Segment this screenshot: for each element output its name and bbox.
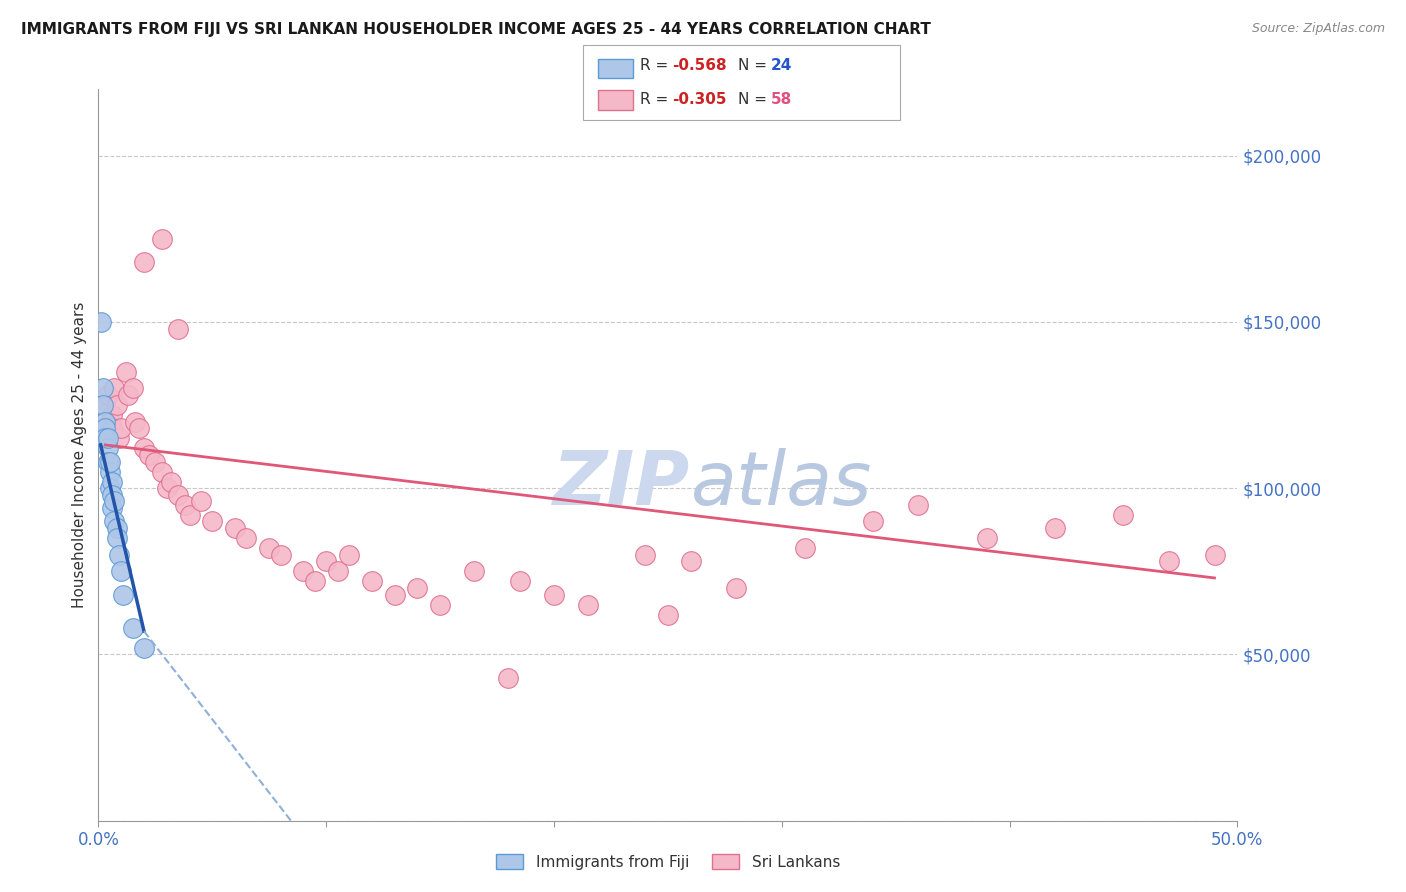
Point [976, 531, 998, 545]
Text: N =: N = [738, 92, 772, 106]
Point [174, 498, 197, 512]
Point [657, 607, 679, 622]
Text: IMMIGRANTS FROM FIJI VS SRI LANKAN HOUSEHOLDER INCOME AGES 25 - 44 YEARS CORRELA: IMMIGRANTS FROM FIJI VS SRI LANKAN HOUSE… [21, 22, 931, 37]
Point [112, 588, 135, 602]
Point [103, 494, 125, 508]
Point [132, 640, 155, 655]
Point [101, 408, 124, 422]
Point [235, 531, 257, 545]
Point [463, 564, 485, 578]
Point [98, 481, 121, 495]
Point [543, 588, 565, 602]
Point [94, 415, 117, 429]
Point [1157, 554, 1180, 568]
Point [98, 465, 121, 479]
Point [315, 554, 337, 568]
Text: ZIP: ZIP [554, 448, 690, 521]
Point [167, 321, 190, 335]
Text: -0.568: -0.568 [672, 58, 727, 72]
Point [292, 564, 315, 578]
Point [98, 454, 121, 468]
Text: atlas: atlas [690, 448, 872, 520]
Point [156, 481, 179, 495]
Text: 58: 58 [770, 92, 792, 106]
Point [725, 581, 748, 595]
Point [96, 454, 118, 468]
Point [96, 442, 118, 456]
Point [304, 574, 326, 589]
Point [110, 421, 132, 435]
Point [121, 621, 143, 635]
Point [429, 598, 451, 612]
Point [110, 564, 132, 578]
Point [114, 365, 136, 379]
Point [132, 255, 155, 269]
Point [862, 515, 884, 529]
Point [179, 508, 201, 522]
Point [145, 454, 167, 468]
Point [103, 515, 125, 529]
Text: N =: N = [738, 58, 772, 72]
Point [91, 398, 114, 412]
Point [509, 574, 531, 589]
Point [105, 398, 128, 412]
Point [259, 541, 281, 555]
Point [101, 488, 124, 502]
Point [150, 465, 173, 479]
Point [94, 421, 117, 435]
Legend: Immigrants from Fiji, Sri Lankans: Immigrants from Fiji, Sri Lankans [486, 845, 849, 879]
Text: R =: R = [640, 58, 673, 72]
Point [94, 431, 117, 445]
Point [121, 381, 143, 395]
Point [128, 421, 150, 435]
Point [101, 421, 124, 435]
Point [90, 315, 112, 329]
Point [498, 671, 520, 685]
Point [793, 541, 815, 555]
Point [91, 381, 114, 395]
Text: 24: 24 [770, 58, 792, 72]
Point [360, 574, 382, 589]
Point [105, 531, 128, 545]
Point [138, 448, 160, 462]
Point [326, 564, 349, 578]
Point [101, 501, 124, 516]
Point [105, 521, 128, 535]
Point [101, 475, 124, 489]
Point [576, 598, 599, 612]
Point [406, 581, 429, 595]
Point [907, 498, 929, 512]
Point [108, 548, 131, 562]
Point [337, 548, 360, 562]
Point [150, 232, 173, 246]
Point [160, 475, 183, 489]
Point [1204, 548, 1226, 562]
Point [94, 398, 117, 412]
Point [1112, 508, 1135, 522]
Point [117, 388, 139, 402]
Point [124, 415, 146, 429]
Text: Source: ZipAtlas.com: Source: ZipAtlas.com [1251, 22, 1385, 36]
Point [201, 515, 224, 529]
Point [384, 588, 406, 602]
Point [167, 488, 190, 502]
Point [270, 548, 292, 562]
Text: -0.305: -0.305 [672, 92, 727, 106]
Point [103, 381, 125, 395]
Point [679, 554, 702, 568]
Point [224, 521, 246, 535]
Y-axis label: Householder Income Ages 25 - 44 years: Householder Income Ages 25 - 44 years [72, 301, 87, 608]
Point [96, 388, 118, 402]
Point [132, 442, 155, 456]
Point [634, 548, 657, 562]
Point [96, 431, 118, 445]
Point [108, 431, 131, 445]
Point [1043, 521, 1066, 535]
Text: R =: R = [640, 92, 673, 106]
Point [190, 494, 212, 508]
Point [98, 415, 121, 429]
